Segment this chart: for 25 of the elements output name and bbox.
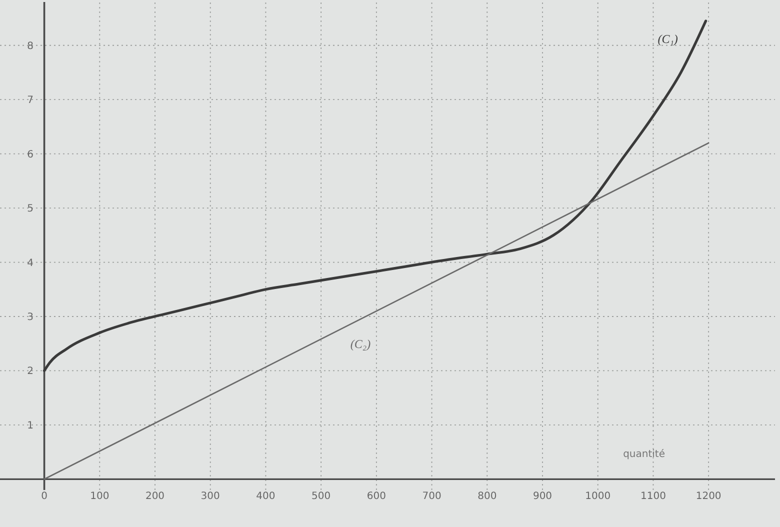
y-tick-label: 7 (27, 95, 34, 106)
y-tick-label: 2 (27, 366, 34, 378)
x-tick-label: 800 (478, 491, 497, 502)
x-tick-label: 1000 (585, 491, 611, 502)
x-tick-label: 700 (422, 491, 442, 502)
x-tick-label: 1100 (640, 491, 666, 502)
x-tick-label: 100 (90, 491, 110, 502)
x-tick-label: 0 (41, 491, 48, 502)
x-tick-label: 1200 (696, 491, 722, 502)
y-tick-label: 5 (27, 204, 34, 215)
x-tick-label: 500 (312, 491, 331, 502)
x-axis-title: quantité (623, 449, 665, 460)
line-series (42, 20, 708, 372)
y-tick-label: 6 (27, 149, 34, 160)
y-tick-label: 3 (27, 312, 34, 323)
y-tick-label: 1 (27, 420, 34, 432)
series-label: (C₁) (658, 32, 678, 46)
series-label: (C₂) (350, 337, 371, 352)
y-tick-label: 8 (27, 40, 34, 52)
x-tick-label: 900 (532, 491, 552, 502)
y-tick-label: 4 (27, 258, 34, 269)
x-tick-label: 400 (256, 491, 276, 502)
x-tick-label: 600 (366, 491, 386, 502)
x-tick-label: 300 (200, 491, 220, 502)
x-tick-label: 200 (145, 491, 165, 502)
